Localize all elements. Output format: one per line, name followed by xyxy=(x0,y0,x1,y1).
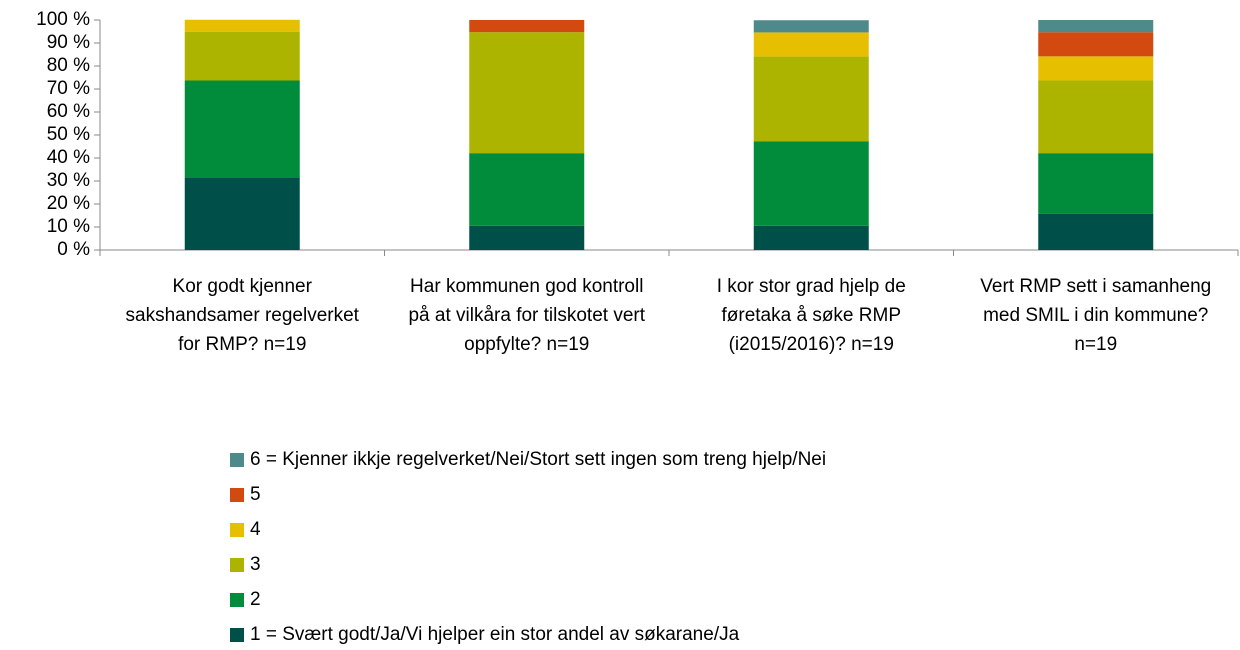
y-tick-label: 10 % xyxy=(47,216,90,237)
legend-label: 2 xyxy=(250,589,261,610)
legend-label: 5 xyxy=(250,484,261,505)
y-tick-label: 90 % xyxy=(47,32,90,53)
x-tick-label: Kor godt kjenner sakshandsamer regelverk… xyxy=(125,276,359,355)
bar-segment xyxy=(753,225,869,250)
x-tick-label: Vert RMP sett i samanheng med SMIL i din… xyxy=(980,276,1212,355)
y-tick-label: 70 % xyxy=(47,78,90,99)
x-tick-label: I kor stor grad hjelp de føretaka å søke… xyxy=(716,276,906,355)
y-tick-label: 20 % xyxy=(47,193,90,214)
legend-swatch xyxy=(230,488,244,502)
y-tick-label: 50 % xyxy=(47,124,90,145)
bar-segment xyxy=(184,80,300,178)
y-tick-label: 60 % xyxy=(47,101,90,122)
bar-segment xyxy=(1038,213,1154,250)
bar-segment xyxy=(753,20,869,33)
legend-swatch xyxy=(230,593,244,607)
bar-segment xyxy=(1038,80,1154,154)
legend-label: 6 = Kjenner ikkje regelverket/Nei/Stort … xyxy=(250,449,826,470)
legend-swatch xyxy=(230,558,244,572)
bar-segment xyxy=(1038,32,1154,57)
bar-segment xyxy=(753,141,869,226)
bar-segment xyxy=(469,32,585,154)
bar-segment xyxy=(469,20,585,33)
y-tick-label: 40 % xyxy=(47,147,90,168)
legend-label: 4 xyxy=(250,519,261,540)
bar-segment xyxy=(184,31,300,81)
legend-label: 1 = Svært godt/Ja/Vi hjelper ein stor an… xyxy=(250,624,740,645)
legend-swatch xyxy=(230,453,244,467)
bar-segment xyxy=(1038,20,1154,33)
y-tick-label: 30 % xyxy=(47,170,90,191)
y-tick-label: 100 % xyxy=(36,9,90,30)
legend-label: 3 xyxy=(250,554,261,575)
bar-segment xyxy=(184,177,300,250)
x-tick-label: Har kommunen god kontroll på at vilkåra … xyxy=(408,276,646,355)
bar-segment xyxy=(1038,153,1154,214)
y-tick-label: 0 % xyxy=(57,239,90,260)
bar-segment xyxy=(1038,56,1154,81)
bar-segment xyxy=(184,19,300,32)
bar-segment xyxy=(753,32,869,57)
y-tick-label: 80 % xyxy=(47,55,90,76)
bar-segment xyxy=(753,56,869,142)
legend-swatch xyxy=(230,628,244,642)
legend-swatch xyxy=(230,523,244,537)
bar-segment xyxy=(469,225,585,250)
bar-segment xyxy=(469,153,585,226)
